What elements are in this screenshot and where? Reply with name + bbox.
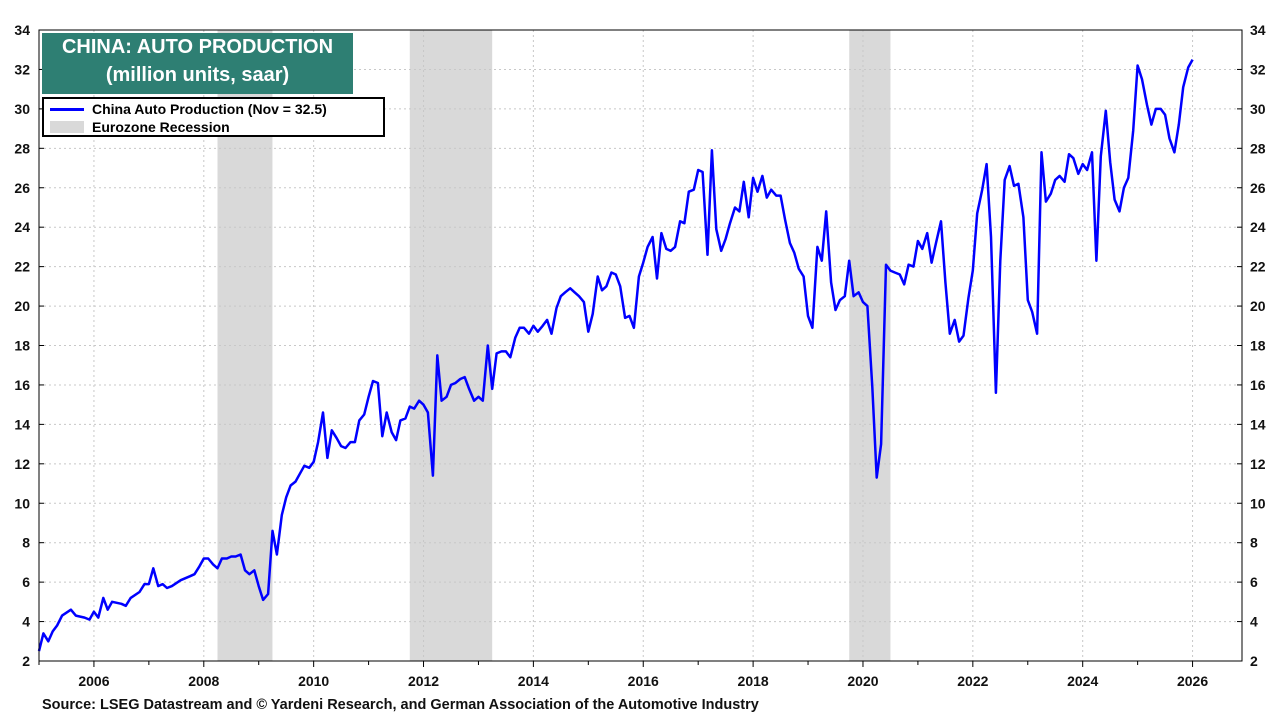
y-tick-label-right: 24	[1250, 219, 1266, 235]
y-tick-label-left: 24	[14, 219, 30, 235]
x-tick-label: 2018	[738, 673, 769, 689]
y-tick-label-right: 26	[1250, 180, 1266, 196]
y-tick-label-left: 12	[14, 456, 30, 472]
gridlines	[39, 30, 1242, 661]
legend-recession-swatch	[50, 121, 84, 133]
y-tick-label-right: 32	[1250, 61, 1266, 77]
y-tick-label-right: 6	[1250, 574, 1258, 590]
y-tick-label-left: 8	[22, 535, 30, 551]
chart-subtitle: (million units, saar)	[105, 64, 290, 86]
legend-item-recession: Eurozone Recession	[50, 118, 230, 136]
x-tick-label: 2020	[847, 673, 878, 689]
y-tick-label-left: 6	[22, 574, 30, 590]
y-tick-label-left: 22	[14, 259, 30, 275]
y-tick-label-right: 20	[1250, 298, 1266, 314]
y-tick-label-right: 4	[1250, 614, 1258, 630]
y-tick-label-right: 10	[1250, 495, 1266, 511]
legend-item-series: China Auto Production (Nov = 32.5)	[50, 100, 327, 118]
x-tick-label: 2014	[518, 673, 549, 689]
y-tick-label-left: 28	[14, 140, 30, 156]
y-tick-label-right: 12	[1250, 456, 1266, 472]
x-tick-label: 2022	[957, 673, 988, 689]
y-tick-label-left: 18	[14, 338, 30, 354]
legend: China Auto Production (Nov = 32.5) Euroz…	[42, 97, 385, 137]
legend-recession-label: Eurozone Recession	[92, 119, 230, 135]
y-tick-label-right: 30	[1250, 101, 1266, 117]
y-tick-label-left: 34	[14, 22, 30, 38]
y-tick-label-left: 26	[14, 180, 30, 196]
y-tick-label-right: 28	[1250, 140, 1266, 156]
y-tick-label-right: 14	[1250, 416, 1266, 432]
y-tick-label-right: 34	[1250, 22, 1266, 38]
legend-series-label: China Auto Production (Nov = 32.5)	[92, 101, 327, 117]
y-tick-label-left: 30	[14, 101, 30, 117]
y-tick-label-left: 4	[22, 614, 30, 630]
y-tick-label-left: 14	[14, 416, 30, 432]
y-tick-label-right: 2	[1250, 653, 1258, 669]
y-tick-label-right: 18	[1250, 338, 1266, 354]
x-tick-label: 2016	[628, 673, 659, 689]
y-tick-label-left: 16	[14, 377, 30, 393]
source-note: Source: LSEG Datastream and © Yardeni Re…	[42, 697, 759, 713]
y-tick-label-left: 2	[22, 653, 30, 669]
series-line-china-auto-production	[37, 58, 1194, 652]
y-tick-label-left: 20	[14, 298, 30, 314]
chart-title: CHINA: AUTO PRODUCTION	[61, 36, 334, 58]
x-tick-label: 2026	[1177, 673, 1208, 689]
y-tick-label-left: 32	[14, 61, 30, 77]
y-tick-label-right: 16	[1250, 377, 1266, 393]
y-tick-label-right: 8	[1250, 535, 1258, 551]
y-tick-label-left: 10	[14, 495, 30, 511]
x-tick-label: 2010	[298, 673, 329, 689]
x-tick-label: 2024	[1067, 673, 1098, 689]
x-tick-label: 2008	[188, 673, 219, 689]
y-tick-label-right: 22	[1250, 259, 1266, 275]
x-tick-label: 2006	[78, 673, 109, 689]
legend-line-swatch	[50, 107, 84, 111]
chart-title-box: CHINA: AUTO PRODUCTION (million units, s…	[42, 33, 353, 94]
x-tick-label: 2012	[408, 673, 439, 689]
series-line-group	[37, 58, 1194, 652]
